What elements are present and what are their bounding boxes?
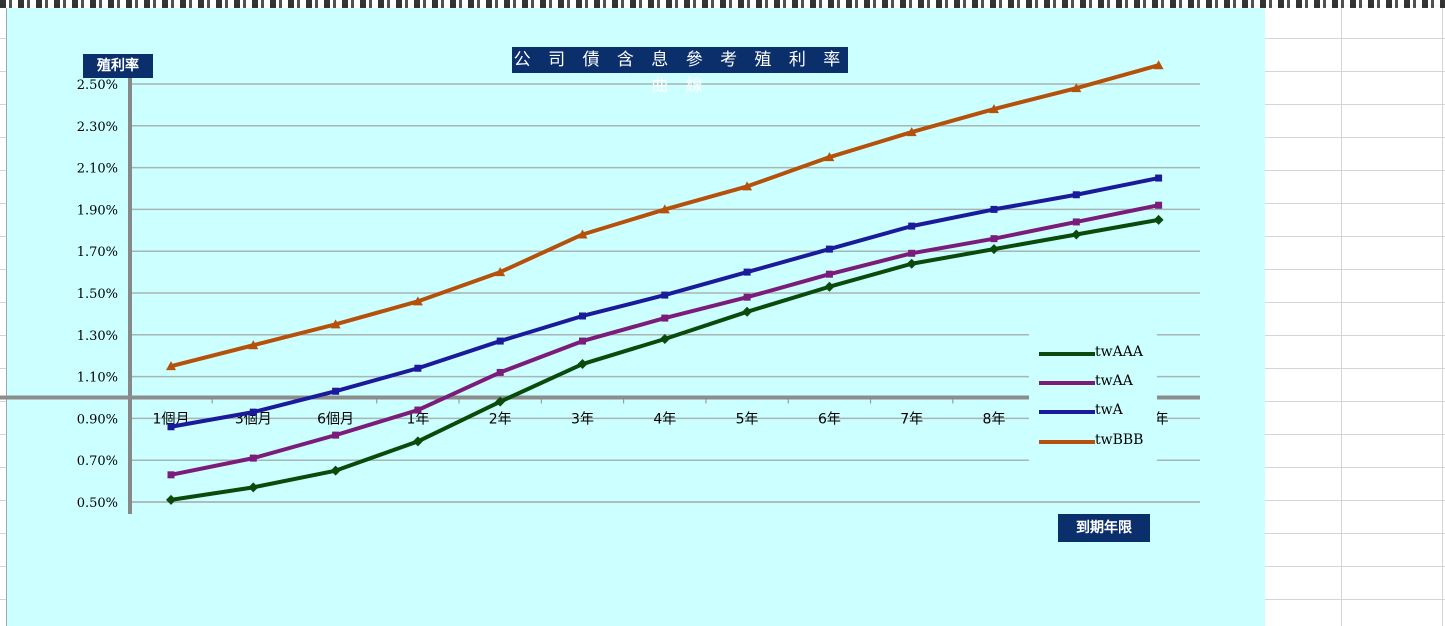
data-point-twA	[661, 291, 669, 299]
data-point-twAAA	[577, 359, 588, 370]
y-tick-label: 2.10%	[77, 162, 118, 177]
data-point-twBBB	[1071, 83, 1082, 93]
data-point-twBBB	[659, 204, 670, 214]
data-point-twAA	[496, 368, 504, 376]
data-point-twAA	[1155, 201, 1163, 209]
data-point-twBBB	[989, 104, 999, 114]
legend-label: twAAA	[1095, 344, 1143, 360]
data-point-twA	[908, 222, 916, 230]
data-point-twBBB	[742, 181, 753, 191]
data-point-twBBB	[330, 319, 341, 329]
y-axis-label: 殖利率	[83, 54, 153, 78]
legend-swatch	[1039, 440, 1095, 444]
legend-item-twAA: twAA	[1035, 372, 1155, 392]
data-point-twBBB	[824, 152, 835, 162]
y-tick-label: 2.50%	[77, 78, 118, 93]
data-point-twBBB	[1153, 60, 1164, 70]
data-point-twAA	[990, 235, 998, 243]
y-tick-label: 2.30%	[77, 120, 118, 135]
y-tick-label: 0.50%	[77, 496, 118, 511]
legend-swatch	[1039, 381, 1095, 385]
data-point-twAA	[1072, 218, 1080, 226]
data-point-twAAA	[248, 482, 259, 493]
data-point-twAA	[167, 471, 175, 479]
x-tick-label: 6個月	[317, 412, 354, 428]
data-point-twBBB	[906, 127, 917, 137]
data-point-twAAA	[495, 396, 506, 407]
data-point-twAA	[661, 314, 669, 322]
legend-item-twAAA: twAAA	[1035, 343, 1155, 363]
x-tick-label: 6年	[818, 412, 841, 428]
truncated-header-text	[0, 0, 1445, 8]
data-point-twA	[579, 312, 586, 320]
y-tick-label: 0.70%	[77, 454, 118, 469]
data-point-twAAA	[659, 333, 670, 344]
x-tick-label: 1年	[406, 412, 429, 428]
x-tick-label: 2年	[489, 412, 512, 428]
data-point-twA	[332, 387, 340, 395]
data-point-twA	[167, 423, 175, 431]
data-point-twA	[825, 245, 833, 253]
data-point-twA	[743, 268, 751, 276]
x-tick-label: 8年	[983, 412, 1006, 428]
x-tick-label: 年	[1155, 412, 1169, 428]
chart-title: 公 司 債 含 息 參 考 殖 利 率 曲 線	[512, 47, 848, 96]
y-tick-label: 1.50%	[77, 287, 118, 302]
data-point-twAAA	[742, 306, 753, 317]
y-tick-label: 0.90%	[77, 412, 118, 427]
data-point-twBBB	[248, 340, 259, 350]
data-point-twAAA	[989, 244, 999, 255]
data-point-twAA	[332, 431, 340, 439]
y-tick-label: 1.30%	[77, 329, 118, 344]
x-tick-label: 7年	[900, 412, 923, 428]
x-tick-label: 5年	[736, 412, 759, 428]
data-point-twAA	[414, 406, 422, 414]
data-point-twAAA	[330, 465, 341, 476]
legend-label: twA	[1095, 402, 1123, 418]
x-tick-label: 3年	[571, 412, 594, 428]
y-tick-label: 1.10%	[77, 371, 118, 386]
legend-item-twA: twA	[1035, 401, 1155, 421]
data-point-twAA	[743, 293, 751, 301]
data-point-twBBB	[577, 229, 588, 239]
data-point-twA	[1072, 191, 1080, 199]
series-line-twAAA	[170, 217, 1159, 502]
data-point-twA	[496, 337, 504, 345]
chart-legend: twAAA twAA twA twBBB	[1029, 334, 1157, 468]
chart-area[interactable]	[6, 8, 1265, 626]
data-point-twBBB	[166, 361, 176, 371]
data-point-twAAA	[166, 494, 176, 505]
data-point-twAAA	[1071, 229, 1082, 240]
data-point-twA	[414, 364, 422, 372]
series-line-twA	[170, 176, 1159, 429]
data-point-twAA	[249, 454, 257, 462]
data-point-twAAA	[824, 281, 835, 292]
y-tick-label: 1.70%	[77, 245, 118, 260]
data-point-twA	[990, 205, 998, 213]
data-point-twA	[249, 408, 257, 416]
legend-swatch	[1039, 352, 1095, 356]
data-point-twAA	[825, 270, 833, 278]
x-tick-label: 4年	[653, 412, 676, 428]
data-point-twBBB	[495, 267, 506, 277]
legend-swatch	[1039, 410, 1095, 414]
legend-label: twBBB	[1095, 432, 1144, 448]
data-point-twAA	[579, 337, 586, 345]
legend-item-twBBB: twBBB	[1035, 431, 1155, 451]
data-point-twAAA	[1153, 214, 1164, 225]
x-axis-label: 到期年限	[1058, 514, 1150, 542]
data-point-twAAA	[412, 436, 423, 447]
data-point-twBBB	[412, 296, 423, 306]
data-point-twA	[1155, 174, 1163, 182]
data-point-twAA	[908, 249, 916, 257]
data-point-twAAA	[906, 258, 917, 269]
y-tick-label: 1.90%	[77, 203, 118, 218]
legend-label: twAA	[1095, 373, 1133, 389]
